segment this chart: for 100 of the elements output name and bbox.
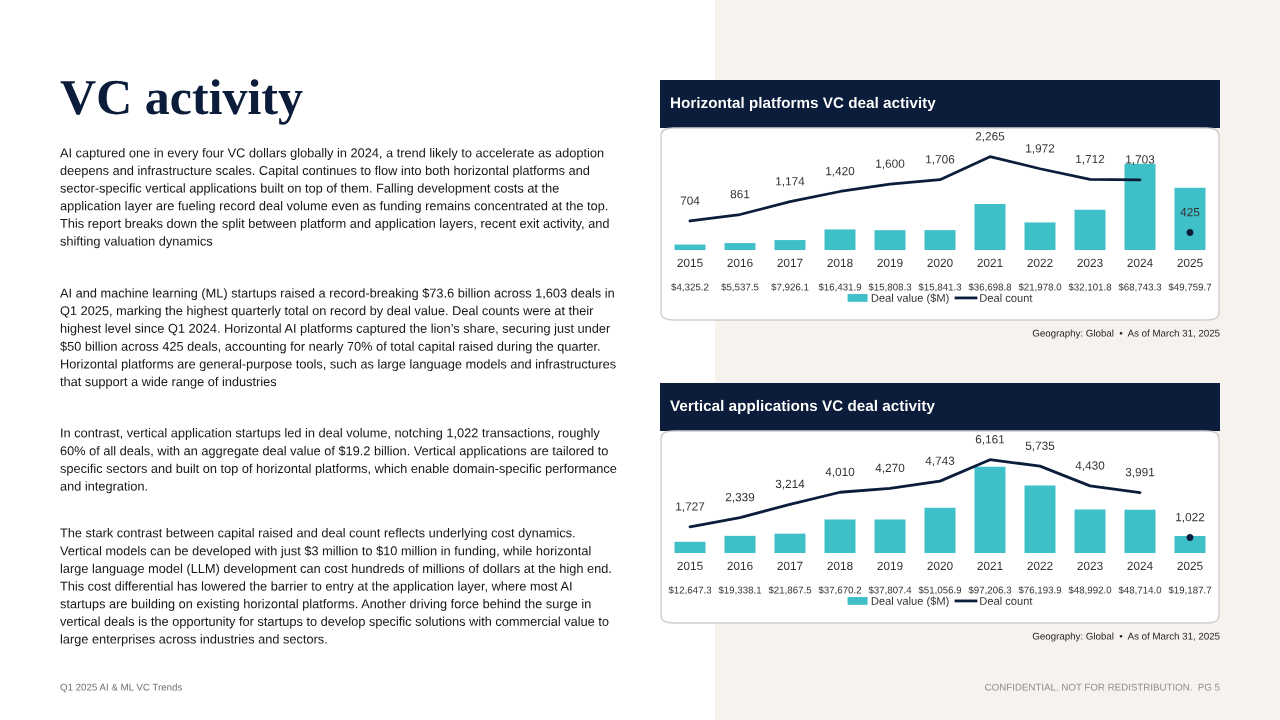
x-tick-label: 2020 <box>927 561 953 570</box>
data-label: 3,991 <box>1125 467 1155 478</box>
text: VC activity <box>60 79 303 125</box>
bar <box>1174 187 1206 250</box>
chart-title: Horizontal platforms VC deal activity <box>671 96 936 112</box>
bar <box>824 519 856 553</box>
x-tick-label: 2015 <box>677 258 703 267</box>
bar <box>974 204 1006 250</box>
data-label: 1,600 <box>876 159 905 170</box>
data-label: $37,807.4 <box>868 586 912 595</box>
data-label: 5,735 <box>1025 441 1055 452</box>
data-label: 1,174 <box>776 177 805 187</box>
x-tick-label: 2025 <box>1177 258 1203 267</box>
legend-label: Deal count <box>980 293 1033 302</box>
bar <box>924 230 956 250</box>
bar <box>1024 222 1056 250</box>
x-tick-label: 2015 <box>677 561 703 570</box>
data-label: 1,022 <box>1176 512 1205 523</box>
x-tick-label: 2019 <box>877 561 903 570</box>
bar <box>1124 163 1156 250</box>
data-label: 704 <box>680 196 700 205</box>
data-label: $36,698.8 <box>968 283 1012 292</box>
data-label: $15,841.3 <box>918 283 962 292</box>
data-label: $21,867.5 <box>768 586 812 595</box>
x-tick-label: 2023 <box>1077 561 1103 570</box>
chart-title: Vertical applications VC deal activity <box>670 399 935 415</box>
legend-label: Deal value ($M) <box>871 293 949 305</box>
data-label: $48,992.0 <box>1068 586 1112 595</box>
data-label: 6,161 <box>975 435 1005 445</box>
x-tick-label: 2021 <box>977 258 1003 267</box>
text: The stark contrast between capital raised and deal count reflects underlying cost dynamics. Vertical models can be developed with just $3 million to $10 million in funding, while horizontal large language model (LLM) development can cost hundreds of millions of dollars at the high end. This cost differential has lowered the barrier to entry at the application layer, where most AI startups are building on existing horizontal platforms. Another driving force behind the surge in vertical deals is the opportunity for startups to develop specific solutions with commercial value to large enterprises across industries and sectors. <box>60 528 611 647</box>
bar <box>874 230 906 250</box>
x-tick-label: 2022 <box>1027 561 1053 570</box>
data-label: 4,430 <box>1075 461 1105 472</box>
x-tick-label: 2019 <box>877 258 903 267</box>
data-label: 4,010 <box>825 467 855 478</box>
data-label: $19,338.1 <box>718 586 762 595</box>
data-label: 2,339 <box>725 492 755 503</box>
bar <box>924 507 956 553</box>
data-label: 2,265 <box>975 132 1005 142</box>
bar <box>824 229 856 250</box>
data-label: $7,926.1 <box>771 283 809 292</box>
data-label: 3,214 <box>775 479 805 490</box>
text: Geography: Global • As of March 31, 2025 <box>1032 632 1220 642</box>
data-label: $49,759.7 <box>1168 283 1212 292</box>
x-tick-label: 2017 <box>777 258 803 267</box>
data-label: 4,270 <box>875 463 905 474</box>
data-label: $37,670.2 <box>818 586 862 595</box>
legend-label: Deal value ($M) <box>871 596 949 608</box>
text: AI and machine learning (ML) startups raised a record-breaking $73.6 billion across 1,603 deals in Q1 2025, marking the highest quarterly total on record by deal value. Deal counts were at their highest level since Q1 2024. Horizontal AI platforms captured the lion’s share, securing just under $50 billion across 425 deals, accounting for nearly 70% of total capital raised during the quarter. Horizontal platforms are general-purpose tools, such as large language models and infrastructures that support a wide range of industries <box>60 288 616 389</box>
data-label: 425 <box>1180 207 1200 217</box>
text: Geography: Global • As of March 31, 2025 <box>1032 329 1220 339</box>
data-label: $19,187.7 <box>1168 586 1212 595</box>
x-tick-label: 2017 <box>777 561 803 570</box>
data-label: 1,703 <box>1126 155 1155 165</box>
data-label: 1,972 <box>1026 144 1055 154</box>
text: CONFIDENTIAL. NOT FOR REDISTRIBUTION. PG 5 <box>985 683 1220 691</box>
data-label: $16,431.9 <box>818 283 862 292</box>
bar <box>674 244 706 250</box>
x-tick-label: 2016 <box>727 561 753 570</box>
x-tick-label: 2024 <box>1127 258 1153 267</box>
data-label: $68,743.3 <box>1118 283 1162 292</box>
bar <box>1074 209 1106 250</box>
bar <box>724 243 756 250</box>
x-tick-label: 2021 <box>977 561 1003 570</box>
data-label: 4,743 <box>925 456 955 467</box>
bar <box>874 519 906 553</box>
bar <box>1024 485 1056 553</box>
data-label: $12,647.3 <box>668 586 712 595</box>
data-label: 1,727 <box>676 502 705 513</box>
data-label: $32,101.8 <box>1068 283 1112 292</box>
x-tick-label: 2016 <box>727 258 753 267</box>
legend-label: Deal count <box>980 596 1033 605</box>
x-tick-label: 2023 <box>1077 258 1103 267</box>
data-label: $48,714.0 <box>1118 586 1162 595</box>
bar <box>974 466 1006 553</box>
data-label: $97,206.3 <box>968 586 1012 595</box>
bar <box>774 240 806 250</box>
data-label: $15,808.3 <box>868 283 912 292</box>
data-label: $21,978.0 <box>1018 283 1062 292</box>
data-label: $76,193.9 <box>1018 586 1062 595</box>
bar <box>724 535 756 553</box>
bar <box>1174 535 1206 553</box>
x-tick-label: 2018 <box>827 561 853 570</box>
data-label: 1,420 <box>826 166 855 177</box>
bar <box>774 533 806 553</box>
data-label: $4,325.2 <box>671 283 709 292</box>
data-label: 861 <box>730 189 750 199</box>
x-tick-label: 2022 <box>1027 258 1053 267</box>
text: Q1 2025 AI & ML VC Trends <box>60 683 182 693</box>
data-label: $51,056.9 <box>918 586 962 595</box>
bar <box>674 541 706 553</box>
text: In contrast, vertical application startups led in deal volume, notching 1,022 transactions, roughly 60% of all deals, with an aggregate deal value of $19.2 billion. Vertical applications are tailored to specific sectors and built on top of horizontal platforms, which enable domain-specific performance and integration. <box>60 428 617 494</box>
x-tick-label: 2024 <box>1127 561 1153 570</box>
x-tick-label: 2018 <box>827 258 853 267</box>
data-label: 1,712 <box>1076 154 1105 165</box>
x-tick-label: 2020 <box>927 258 953 267</box>
text: AI captured one in every four VC dollars globally in 2024, a trend likely to accelerate as adoption deepens and infrastructure scales. Capital continues to flow into both horizontal platforms and sector-specific vertical applications built on top of them. Falling development costs at the application layer are fueling record deal volume even as funding remains concentrated at the top. This report breaks down the split between platform and application layers, recent exit activity, and shifting valuation dynamics <box>60 148 609 249</box>
x-tick-label: 2025 <box>1177 561 1203 570</box>
data-label: $5,537.5 <box>721 283 759 292</box>
